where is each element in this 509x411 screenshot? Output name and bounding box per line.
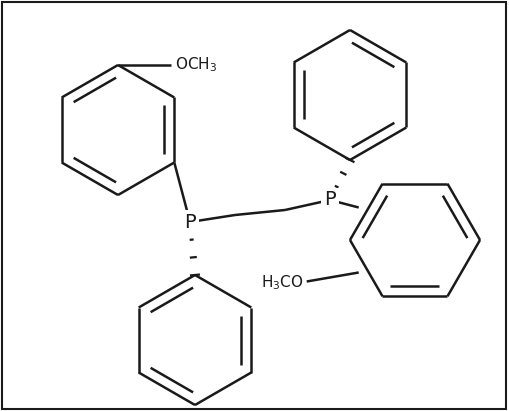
Text: H$_3$CO: H$_3$CO: [261, 273, 304, 292]
Text: P: P: [324, 191, 336, 210]
Text: OCH$_3$: OCH$_3$: [175, 55, 217, 74]
Text: P: P: [184, 212, 196, 231]
